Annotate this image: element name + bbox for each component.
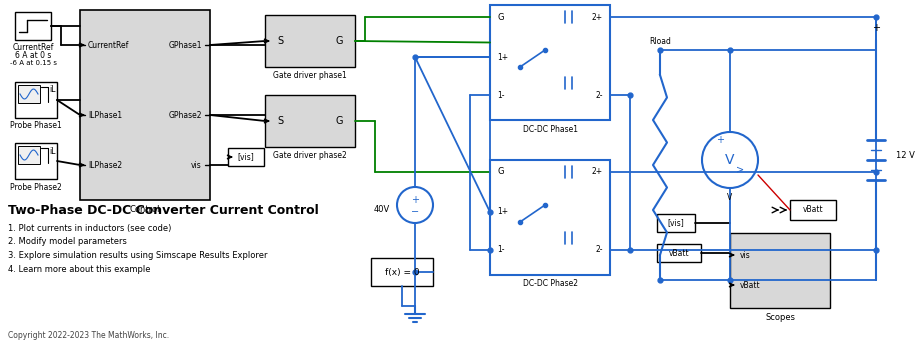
FancyBboxPatch shape [490,5,610,120]
FancyBboxPatch shape [730,233,830,308]
Text: −: − [411,207,420,217]
FancyBboxPatch shape [265,95,355,147]
Text: +: + [411,195,419,205]
Text: vBatt: vBatt [740,280,761,290]
Text: G: G [497,167,503,176]
FancyBboxPatch shape [657,214,695,232]
FancyBboxPatch shape [265,15,355,67]
Circle shape [397,187,433,223]
Text: 2-: 2- [596,90,603,100]
Text: DC-DC Phase2: DC-DC Phase2 [523,279,577,288]
Text: S: S [277,116,283,126]
Text: Probe Phase2: Probe Phase2 [10,182,62,191]
Text: -6 A at 0.15 s: -6 A at 0.15 s [9,60,56,66]
Text: 2. Modify model parameters: 2. Modify model parameters [8,237,127,246]
Text: V: V [726,153,735,167]
Text: S: S [277,36,283,46]
Text: Control: Control [130,205,160,214]
FancyBboxPatch shape [18,146,40,164]
Text: vis: vis [740,251,751,260]
Text: Two-Phase DC-DC Converter Current Control: Two-Phase DC-DC Converter Current Contro… [8,204,319,216]
Text: 2+: 2+ [592,13,603,22]
Text: ILPhase2: ILPhase2 [88,160,122,169]
FancyBboxPatch shape [490,160,610,275]
Text: [vis]: [vis] [668,219,684,228]
Text: +: + [716,135,724,145]
FancyBboxPatch shape [15,12,51,40]
Text: G: G [336,36,343,46]
Text: G: G [336,116,343,126]
Text: GPhase1: GPhase1 [169,40,202,49]
Text: Scopes: Scopes [765,313,795,322]
Text: 40V: 40V [373,206,390,214]
Text: DC-DC Phase1: DC-DC Phase1 [523,125,577,134]
Text: >: > [736,165,744,175]
Text: 2+: 2+ [592,167,603,176]
Text: V: V [727,192,733,201]
FancyBboxPatch shape [657,244,701,262]
Text: G: G [497,13,503,22]
Text: 1-: 1- [497,245,504,254]
Text: 3. Explore simulation results using Simscape Results Explorer: 3. Explore simulation results using Sims… [8,252,267,261]
Text: 4. Learn more about this example: 4. Learn more about this example [8,266,150,275]
Text: +: + [872,23,880,33]
Text: 1+: 1+ [497,53,508,62]
Text: CurrentRef: CurrentRef [12,42,53,52]
FancyBboxPatch shape [371,258,433,286]
Text: f(x) = 0: f(x) = 0 [384,268,420,277]
Text: iL: iL [49,86,55,95]
Text: Probe Phase1: Probe Phase1 [10,121,62,130]
Circle shape [702,132,758,188]
Text: vBatt: vBatt [668,248,690,258]
FancyBboxPatch shape [18,85,40,103]
Text: 2-: 2- [596,245,603,254]
Text: 12 V: 12 V [896,150,915,159]
FancyBboxPatch shape [15,143,57,179]
Text: 6 A at 0 s: 6 A at 0 s [15,50,52,60]
Text: vBatt: vBatt [803,206,823,214]
Text: [vis]: [vis] [238,152,254,161]
Text: ILPhase1: ILPhase1 [88,111,122,119]
FancyBboxPatch shape [790,200,836,220]
Text: Copyright 2022-2023 The MathWorks, Inc.: Copyright 2022-2023 The MathWorks, Inc. [8,331,169,340]
Text: vis: vis [191,160,202,169]
FancyBboxPatch shape [228,148,264,166]
Text: Gate driver phase2: Gate driver phase2 [273,151,347,160]
Text: 1+: 1+ [497,207,508,216]
Text: Gate driver phase1: Gate driver phase1 [273,71,347,80]
Text: iL: iL [49,147,55,156]
Text: Rload: Rload [649,38,671,47]
Text: CurrentRef: CurrentRef [88,40,129,49]
FancyBboxPatch shape [15,82,57,118]
Text: GPhase2: GPhase2 [169,111,202,119]
FancyBboxPatch shape [80,10,210,200]
Text: 1. Plot currents in inductors (see code): 1. Plot currents in inductors (see code) [8,223,171,232]
Text: 1-: 1- [497,90,504,100]
